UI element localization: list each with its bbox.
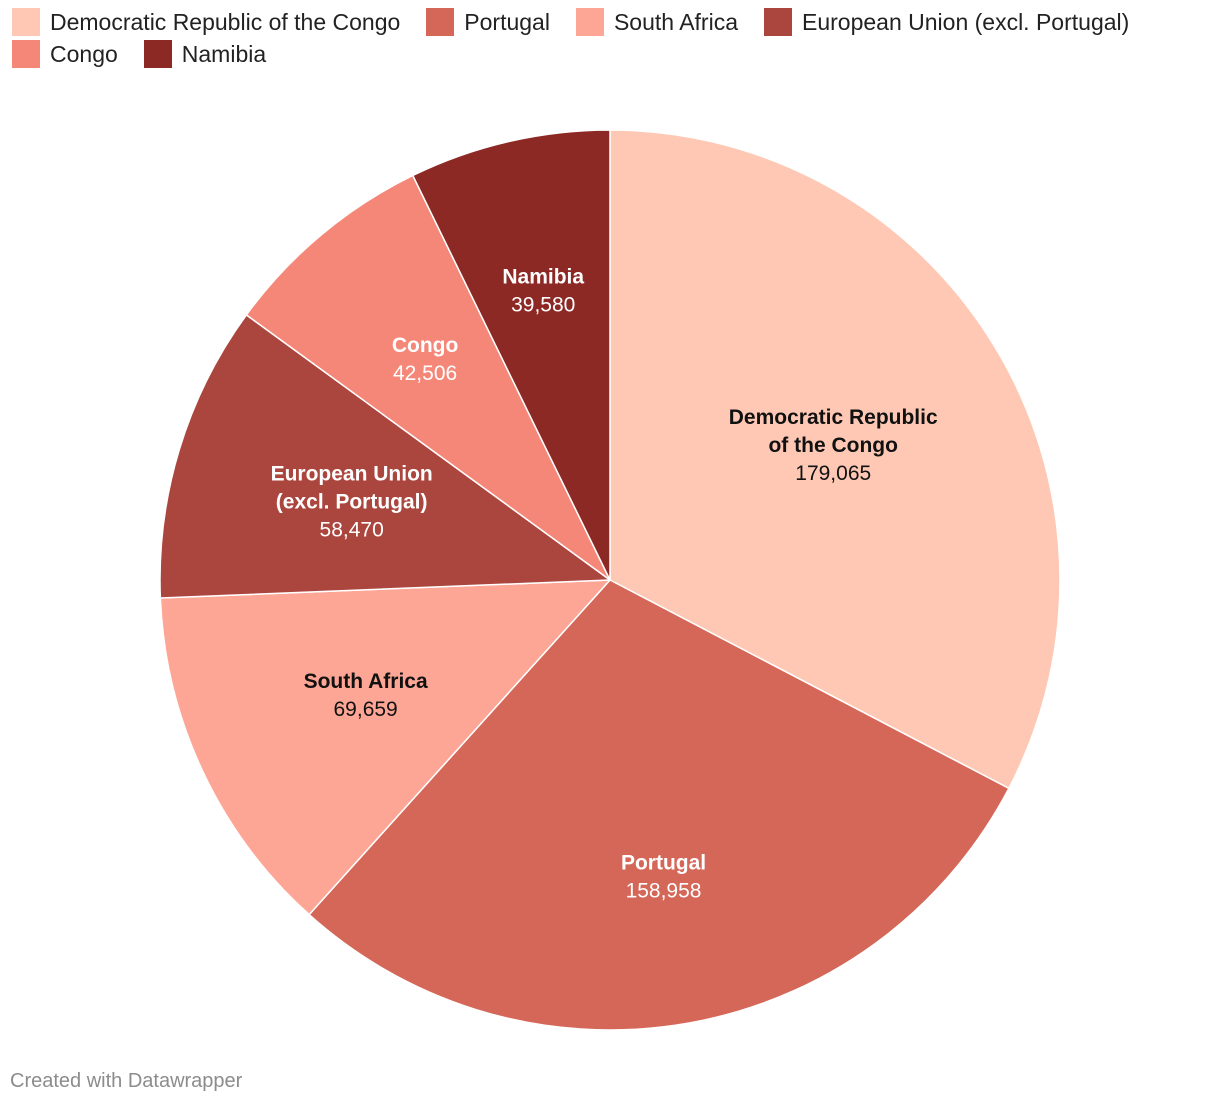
- legend-label: Congo: [50, 40, 118, 67]
- legend-swatch: [12, 40, 40, 68]
- pie-slice: [159, 579, 611, 916]
- legend-label: South Africa: [613, 8, 738, 35]
- slice-value: 179,065: [795, 462, 871, 485]
- footer-credit: Created with Datawrapper: [10, 1070, 243, 1092]
- legend-item: Democratic Republic of the Congo: [12, 8, 400, 36]
- legend-item: South Africa: [575, 8, 738, 36]
- slice-label: Democratic Republic of the Congo 179,065: [729, 406, 938, 485]
- slice-name: South Africa: [304, 670, 428, 693]
- legend-item: Namibia: [143, 40, 267, 68]
- legend-label: European Union (excl. Portugal): [802, 8, 1130, 35]
- legend-swatch: [12, 8, 40, 36]
- slice-label: Namibia 39,580: [502, 266, 584, 317]
- legend-item: Congo: [12, 40, 118, 68]
- slice-name: (excl. Portugal): [276, 491, 428, 514]
- slice-name: European Union: [271, 463, 433, 486]
- legend-swatch: [143, 40, 172, 68]
- slice-label: European Union (excl. Portugal) 58,470: [271, 463, 433, 542]
- slice-label: Portugal 158,958: [621, 852, 706, 903]
- slice-name: Namibia: [502, 266, 584, 289]
- chart-legend: Democratic Republic of the Congo Portugal…: [12, 8, 1202, 68]
- slice-value: 158,958: [626, 880, 702, 903]
- legend-item: Portugal: [426, 8, 550, 36]
- legend-swatch: [426, 8, 455, 36]
- legend-swatch: [764, 8, 792, 36]
- pie-slice: [308, 579, 1010, 1031]
- legend-label: Namibia: [181, 40, 267, 67]
- pie-slice: [245, 174, 611, 581]
- slice-name: Congo: [392, 334, 458, 357]
- slice-name: Portugal: [621, 852, 706, 875]
- legend-label: Portugal: [464, 8, 550, 35]
- legend-item: European Union (excl. Portugal): [764, 8, 1129, 36]
- slice-value: 39,580: [511, 294, 575, 317]
- legend-label: Democratic Republic of the Congo: [50, 8, 401, 35]
- pie-slice: [412, 129, 611, 581]
- slice-value: 69,659: [334, 698, 398, 721]
- pie-slice: [159, 314, 611, 599]
- slice-value: 42,506: [393, 362, 457, 385]
- slice-label: Congo 42,506: [392, 334, 458, 385]
- pie-slice: [609, 129, 1061, 790]
- slice-value: 58,470: [320, 519, 384, 542]
- slice-name: Democratic Republic: [729, 406, 938, 429]
- legend-swatch: [575, 8, 604, 36]
- slice-label: South Africa 69,659: [304, 670, 428, 721]
- slice-name: of the Congo: [768, 434, 897, 457]
